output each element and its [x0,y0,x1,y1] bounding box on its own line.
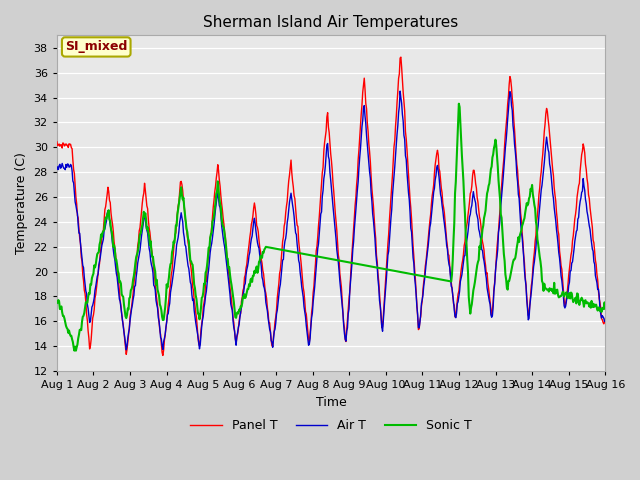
Panel T [53,139,61,144]
Panel T [205,252,212,257]
Panel T [63,143,70,148]
Sonic T [53,300,61,306]
Line: Panel T: Panel T [57,57,605,355]
Panel T [602,316,609,322]
Title: Sherman Island Air Temperatures: Sherman Island Air Temperatures [204,15,459,30]
Panel T [397,54,404,60]
Air T [53,167,61,172]
X-axis label: Time: Time [316,396,346,408]
Air T [176,219,184,225]
Sonic T [205,245,212,251]
Air T [205,267,212,273]
Air T [120,324,127,330]
Text: SI_mixed: SI_mixed [65,40,127,53]
Sonic T [72,348,80,354]
Line: Sonic T: Sonic T [57,104,605,351]
Air T [415,325,423,331]
Y-axis label: Temperature (C): Temperature (C) [15,152,28,254]
Sonic T [602,306,609,312]
Panel T [415,326,423,332]
Air T [399,118,407,124]
Sonic T [399,269,406,275]
Sonic T [176,195,184,201]
Sonic T [415,273,422,278]
Panel T [399,89,407,95]
Legend: Panel T, Air T, Sonic T: Panel T, Air T, Sonic T [186,414,477,437]
Sonic T [120,301,128,307]
Panel T [120,322,127,327]
Panel T [176,189,184,195]
Air T [396,88,404,94]
Air T [63,165,70,170]
Sonic T [63,325,70,331]
Sonic T [455,101,463,107]
Panel T [159,352,166,358]
Line: Air T: Air T [57,91,605,350]
Air T [602,318,609,324]
Air T [122,347,130,353]
